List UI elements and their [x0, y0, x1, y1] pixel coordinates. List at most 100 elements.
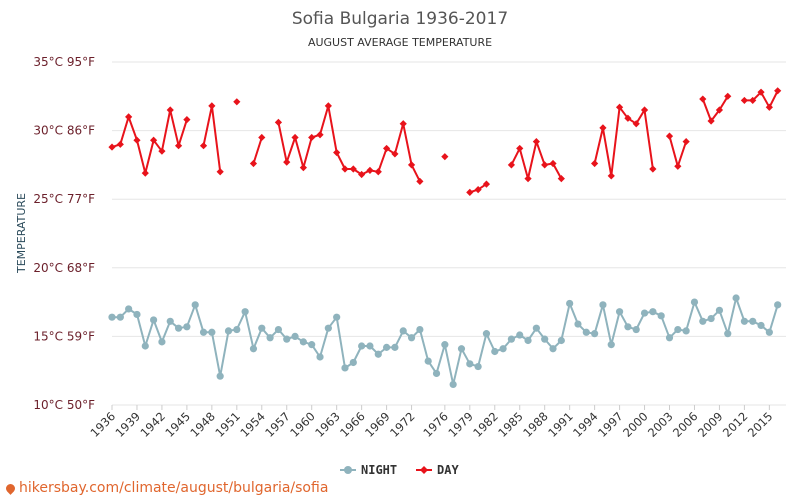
x-tick-label-3: 1945 — [162, 409, 193, 440]
legend[interactable]: NIGHT DAY — [340, 463, 459, 477]
night-point-1939 — [133, 310, 141, 319]
x-tick-label-7: 1957 — [262, 409, 293, 440]
day-point-2001 — [649, 165, 657, 173]
night-point-1971 — [399, 327, 407, 335]
day-point-1996 — [607, 172, 615, 180]
night-point-2010 — [724, 330, 732, 338]
night-point-1959 — [299, 338, 307, 346]
x-tick-label-22: 2003 — [645, 409, 676, 440]
night-point-1942 — [158, 338, 166, 346]
x-tick-label-0: 1936 — [88, 409, 119, 440]
day-point-2010 — [724, 92, 732, 100]
watermark-text[interactable]: hikersbay.com/climate/august/bulgaria/so… — [19, 480, 329, 496]
day-point-1937 — [116, 140, 124, 148]
day-point-2015 — [765, 103, 773, 111]
night-point-2007 — [699, 317, 707, 325]
legend-item-day[interactable]: DAY — [416, 463, 459, 477]
day-point-1973 — [416, 177, 424, 185]
day-point-1989 — [549, 159, 557, 168]
day-point-1985 — [516, 144, 524, 153]
night-point-1978 — [457, 345, 466, 353]
day-line-3 — [252, 137, 263, 164]
night-point-1965 — [349, 358, 357, 367]
x-tick-label-5: 1951 — [212, 409, 243, 440]
night-point-1937 — [116, 313, 124, 321]
day-point-1988 — [541, 161, 549, 169]
day-point-1949 — [216, 168, 224, 176]
night-point-1962 — [324, 324, 332, 332]
night-point-1960 — [308, 341, 316, 349]
x-tick-label-14: 1979 — [445, 409, 476, 440]
day-point-1954 — [258, 133, 266, 142]
x-tick-label-6: 1954 — [237, 409, 268, 440]
x-tick-label-1: 1939 — [112, 409, 143, 440]
night-point-1944 — [174, 324, 183, 332]
night-point-1994 — [591, 330, 599, 338]
night-point-1980 — [474, 362, 482, 371]
y-axis-label: TEMPERATURE — [15, 193, 28, 274]
x-tick-label-10: 1966 — [337, 409, 368, 440]
day-point-1958 — [291, 133, 299, 142]
day-point-2012 — [740, 96, 748, 105]
x-tick-label-18: 1991 — [545, 409, 576, 440]
x-tick-label-15: 1982 — [470, 409, 501, 440]
x-tick-label-24: 2009 — [695, 409, 726, 440]
day-point-1967 — [366, 166, 374, 174]
night-point-1955 — [266, 334, 274, 342]
night-point-1983 — [499, 345, 507, 353]
day-point-1995 — [599, 124, 607, 132]
day-point-1962 — [324, 102, 332, 110]
night-point-1967 — [366, 342, 374, 350]
day-point-1938 — [125, 113, 133, 121]
series-day — [108, 87, 782, 196]
night-point-1976 — [441, 341, 449, 349]
night-point-1941 — [150, 316, 158, 324]
night-point-2002 — [657, 312, 665, 320]
legend-label-day: DAY — [437, 463, 459, 477]
day-point-1944 — [174, 142, 183, 150]
day-point-1972 — [407, 161, 416, 169]
night-point-1996 — [607, 341, 615, 349]
day-point-1951 — [233, 98, 241, 106]
night-point-2008 — [707, 314, 715, 323]
day-point-1971 — [399, 120, 407, 128]
night-point-1974 — [424, 357, 432, 365]
day-point-1976 — [441, 153, 449, 161]
night-point-1968 — [374, 350, 382, 358]
night-point-2003 — [665, 334, 674, 342]
y-tick-label-4: 15°C 59°F — [33, 329, 95, 343]
night-point-2014 — [757, 321, 765, 330]
x-tick-label-17: 1988 — [520, 409, 551, 440]
night-point-1972 — [407, 334, 416, 342]
day-point-1948 — [208, 102, 216, 110]
night-point-2004 — [674, 325, 682, 334]
x-tick-label-26: 2015 — [745, 409, 776, 440]
day-point-2014 — [757, 88, 765, 96]
day-point-1986 — [524, 175, 532, 183]
day-point-2009 — [715, 106, 724, 114]
night-point-1998 — [624, 323, 632, 331]
watermark[interactable]: hikersbay.com/climate/august/bulgaria/so… — [4, 480, 329, 496]
day-point-1957 — [283, 158, 291, 166]
day-point-1964 — [341, 165, 349, 173]
night-point-1985 — [516, 331, 524, 339]
day-point-2008 — [707, 117, 715, 125]
night-point-2015 — [765, 328, 773, 336]
day-point-2005 — [682, 137, 690, 146]
night-point-2011 — [732, 294, 740, 302]
legend-label-night: NIGHT — [361, 463, 397, 477]
location-pin-icon — [4, 481, 17, 495]
day-point-1939 — [133, 136, 141, 144]
x-tick-label-2: 1942 — [137, 409, 168, 440]
day-point-1947 — [199, 142, 208, 150]
night-point-1936 — [108, 313, 116, 321]
grid-lines — [112, 61, 786, 406]
legend-item-night[interactable]: NIGHT — [340, 463, 397, 477]
night-point-1946 — [191, 301, 199, 309]
night-point-1982 — [491, 347, 499, 356]
day-point-1979 — [466, 188, 474, 196]
night-point-1947 — [199, 328, 208, 336]
night-point-1938 — [125, 305, 133, 313]
day-point-1965 — [349, 165, 357, 173]
night-point-2001 — [649, 308, 657, 316]
